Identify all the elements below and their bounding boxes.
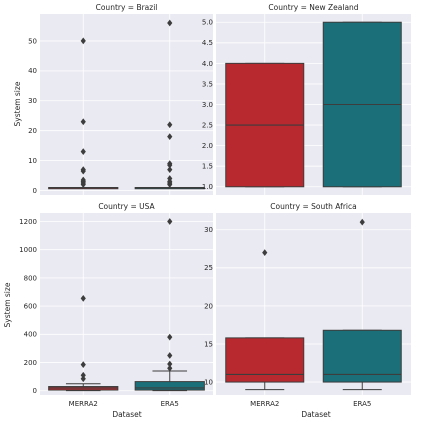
panel-new-zealand: 1.0 1.5 2.0 2.5 3.0 3.5 4.0 4.5 5.0 Country = New… <box>202 3 411 195</box>
panel-south-africa-x-tick-era5: ERA5 <box>353 400 371 408</box>
panel-usa-box-era5 <box>134 218 205 392</box>
panel-brazil-box-merra2-outlier <box>80 176 86 184</box>
panel-usa-y-tick-label: 1200 <box>19 218 37 226</box>
panel-brazil-box-era5 <box>134 19 205 190</box>
panel-brazil-box-era5-outlier <box>167 166 173 173</box>
panel-usa-y-tick-label: 400 <box>24 331 37 339</box>
panel-brazil-y-tick-label: 30 <box>28 97 37 105</box>
panel-new-zealand-y-tick-label: 5.0 <box>202 19 213 27</box>
panel-new-zealand-y-tick-label: 1.0 <box>202 183 213 191</box>
panel-south-africa: 10 15 20 25 30 Country = South Africa MERRA2 ER… <box>204 202 411 408</box>
panel-brazil-box-era5-outlier <box>167 19 173 27</box>
panel-south-africa-y-tick-label: 15 <box>204 340 213 348</box>
panel-south-africa-y-tick-label: 20 <box>204 302 213 310</box>
panel-brazil-y-tick-label: 20 <box>28 127 37 135</box>
panel-new-zealand-box-merra2 <box>225 62 305 188</box>
panel-south-africa-box-merra2-outlier <box>262 249 268 256</box>
panel-usa-x-tick-merra2: MERRA2 <box>69 400 98 408</box>
panel-usa-box-era5-outlier <box>167 218 173 225</box>
panel-new-zealand-y-tick-label: 1.5 <box>202 163 213 171</box>
panel-brazil: 0 10 20 30 40 50 Country = Brazil <box>28 3 213 195</box>
panel-usa-y-tick-label: 1000 <box>19 246 37 254</box>
panel-usa-y-tick-label: 0 <box>33 387 37 395</box>
panel-brazil-box-merra2-outlier <box>80 118 86 126</box>
panel-south-africa-box-merra2 <box>225 249 305 391</box>
panel-brazil-box-era5-outlier <box>167 175 173 182</box>
y-axis-label-top: System size <box>13 81 22 126</box>
panel-usa-box-era5-outlier <box>167 364 173 372</box>
panel-brazil-area <box>40 14 213 195</box>
panel-usa-box-era5-outlier <box>167 352 173 359</box>
panel-south-africa-title: Country = South Africa <box>270 202 356 211</box>
panel-usa-box-era5-outlier <box>167 333 173 341</box>
panel-usa-box-merra2 <box>48 294 119 392</box>
panel-usa-title: Country = USA <box>98 202 155 211</box>
panels-layer: 0 10 20 30 40 50 Country = Brazil 1.0 1.5 2.0 2.5 3… <box>19 3 411 408</box>
panel-brazil-y-tick-label: 40 <box>28 67 37 75</box>
panel-south-africa-box-merra2-iqr <box>225 337 305 383</box>
y-axis-label-bottom: System size <box>3 282 12 327</box>
panel-usa: 0 200 400 600 800 1000 1200 Country = USA MERRA2… <box>19 202 213 408</box>
x-axis-label-left: Dataset <box>112 410 141 419</box>
panel-brazil-y-tick-label: 10 <box>28 157 37 165</box>
panel-brazil-box-merra2-outlier <box>80 166 86 173</box>
panel-usa-x-tick-era5: ERA5 <box>161 400 179 408</box>
panel-south-africa-box-era5 <box>322 218 402 391</box>
panel-south-africa-x-tick-merra2: MERRA2 <box>250 400 279 408</box>
panel-new-zealand-y-tick-label: 2.0 <box>202 142 213 150</box>
panel-south-africa-y-tick-label: 25 <box>204 264 213 272</box>
panel-usa-y-tick-label: 600 <box>24 303 37 311</box>
panel-new-zealand-y-tick-label: 3.5 <box>202 80 213 88</box>
panel-brazil-box-era5-outlier <box>167 121 173 129</box>
panel-brazil-y-tick-label: 50 <box>28 37 37 45</box>
panel-usa-box-merra2-outlier <box>80 371 86 379</box>
x-axis-label-right: Dataset <box>301 410 330 419</box>
panel-brazil-box-era5-outlier <box>167 160 173 167</box>
panel-brazil-title: Country = Brazil <box>96 3 158 12</box>
panel-brazil-box-era5-outlier <box>167 133 173 141</box>
panel-brazil-box-merra2-outlier <box>80 37 86 45</box>
panel-usa-box-era5-outlier <box>167 360 173 368</box>
panel-new-zealand-y-tick-label: 4.0 <box>202 60 213 68</box>
panel-usa-box-merra2-outlier <box>80 375 86 383</box>
panel-south-africa-y-tick-label: 10 <box>204 378 213 386</box>
panel-usa-box-merra2-outlier <box>80 361 86 369</box>
panel-usa-box-merra2-outlier <box>80 294 86 302</box>
panel-south-africa-y-tick-label: 30 <box>204 226 213 234</box>
panel-brazil-box-merra2-outlier <box>80 148 86 155</box>
panel-brazil-box-merra2 <box>48 37 119 190</box>
panel-usa-y-tick-label: 200 <box>24 359 37 367</box>
panel-south-africa-box-era5-outlier <box>359 218 365 226</box>
panel-new-zealand-y-tick-label: 4.5 <box>202 39 213 47</box>
panel-new-zealand-y-tick-label: 2.5 <box>202 121 213 129</box>
panel-south-africa-box-era5-iqr <box>322 329 402 383</box>
panel-usa-area <box>40 213 213 395</box>
panel-usa-box-era5-iqr <box>134 381 205 391</box>
panel-brazil-y-tick-label: 0 <box>33 187 37 195</box>
panel-new-zealand-title: Country = New Zealand <box>268 3 358 12</box>
panel-usa-y-tick-label: 800 <box>24 274 37 282</box>
panel-new-zealand-box-era5 <box>322 21 402 188</box>
panel-new-zealand-y-tick-label: 3.0 <box>202 101 213 109</box>
